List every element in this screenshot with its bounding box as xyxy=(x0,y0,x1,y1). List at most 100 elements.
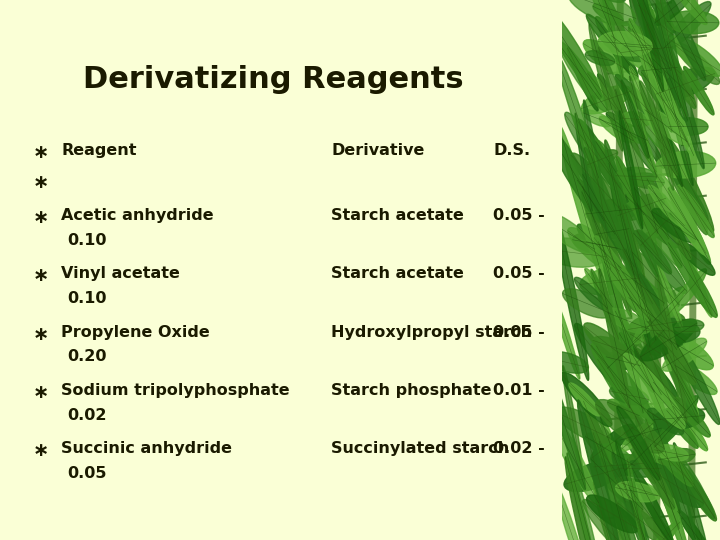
Ellipse shape xyxy=(630,173,665,188)
Ellipse shape xyxy=(618,264,677,352)
Ellipse shape xyxy=(540,397,598,504)
Ellipse shape xyxy=(631,0,670,71)
Ellipse shape xyxy=(654,396,698,449)
Ellipse shape xyxy=(585,51,615,65)
Ellipse shape xyxy=(621,478,660,501)
Ellipse shape xyxy=(667,409,698,448)
Ellipse shape xyxy=(676,461,716,521)
Ellipse shape xyxy=(588,150,618,168)
Text: Succinic anhydride: Succinic anhydride xyxy=(61,441,232,456)
Ellipse shape xyxy=(623,248,652,305)
Ellipse shape xyxy=(654,0,693,25)
Ellipse shape xyxy=(598,47,634,141)
Ellipse shape xyxy=(666,136,714,232)
Ellipse shape xyxy=(552,204,589,380)
Ellipse shape xyxy=(542,120,604,222)
Ellipse shape xyxy=(591,457,643,512)
Ellipse shape xyxy=(641,319,697,361)
Ellipse shape xyxy=(571,153,622,213)
Ellipse shape xyxy=(670,0,707,24)
Ellipse shape xyxy=(610,386,649,405)
Ellipse shape xyxy=(646,418,680,513)
Ellipse shape xyxy=(598,241,632,355)
Ellipse shape xyxy=(665,71,693,186)
Ellipse shape xyxy=(591,424,634,461)
Ellipse shape xyxy=(659,449,695,465)
Ellipse shape xyxy=(558,42,607,112)
Ellipse shape xyxy=(562,366,583,477)
Ellipse shape xyxy=(567,453,603,540)
Ellipse shape xyxy=(595,17,638,79)
Ellipse shape xyxy=(608,163,650,347)
Ellipse shape xyxy=(605,140,647,312)
Ellipse shape xyxy=(648,21,696,109)
Ellipse shape xyxy=(654,169,706,255)
Ellipse shape xyxy=(599,116,633,143)
Ellipse shape xyxy=(607,308,650,334)
Ellipse shape xyxy=(623,269,665,306)
Ellipse shape xyxy=(582,186,611,270)
Ellipse shape xyxy=(538,211,594,253)
Ellipse shape xyxy=(556,407,611,443)
Ellipse shape xyxy=(649,0,686,117)
Ellipse shape xyxy=(589,24,623,151)
Ellipse shape xyxy=(585,433,635,470)
Ellipse shape xyxy=(655,4,681,108)
Ellipse shape xyxy=(647,463,703,508)
Ellipse shape xyxy=(632,28,687,143)
Ellipse shape xyxy=(608,399,639,418)
Ellipse shape xyxy=(593,4,623,23)
Ellipse shape xyxy=(600,0,623,78)
Ellipse shape xyxy=(616,89,658,233)
Ellipse shape xyxy=(569,383,600,416)
Ellipse shape xyxy=(662,341,696,406)
Text: 0.10: 0.10 xyxy=(67,233,107,248)
Ellipse shape xyxy=(641,218,668,247)
Ellipse shape xyxy=(594,0,634,60)
Ellipse shape xyxy=(606,353,640,370)
Ellipse shape xyxy=(620,423,662,445)
Ellipse shape xyxy=(658,110,683,186)
Ellipse shape xyxy=(587,495,638,533)
Ellipse shape xyxy=(582,0,626,2)
Ellipse shape xyxy=(629,25,682,77)
Ellipse shape xyxy=(629,0,672,132)
Ellipse shape xyxy=(654,0,706,80)
Text: Vinyl acetate: Vinyl acetate xyxy=(61,266,180,281)
Text: Starch acetate: Starch acetate xyxy=(331,208,464,223)
Ellipse shape xyxy=(577,400,621,540)
Text: ∗: ∗ xyxy=(32,383,49,402)
Text: 0.20: 0.20 xyxy=(67,349,107,364)
Ellipse shape xyxy=(594,454,643,476)
Ellipse shape xyxy=(643,319,700,343)
Ellipse shape xyxy=(598,359,634,415)
Ellipse shape xyxy=(595,140,644,216)
Ellipse shape xyxy=(625,128,656,173)
Text: 0.05 -: 0.05 - xyxy=(493,266,545,281)
Ellipse shape xyxy=(657,329,714,370)
Ellipse shape xyxy=(661,148,708,235)
Text: 0.10: 0.10 xyxy=(67,291,107,306)
Text: Propylene Oxide: Propylene Oxide xyxy=(61,325,210,340)
Ellipse shape xyxy=(654,445,688,461)
Ellipse shape xyxy=(621,460,661,477)
Ellipse shape xyxy=(656,67,715,100)
Text: ∗: ∗ xyxy=(32,173,49,192)
Ellipse shape xyxy=(594,438,626,488)
Ellipse shape xyxy=(625,39,660,56)
Text: Derivatizing Reagents: Derivatizing Reagents xyxy=(84,65,464,94)
Ellipse shape xyxy=(622,23,672,72)
Ellipse shape xyxy=(562,372,612,427)
Ellipse shape xyxy=(636,349,670,429)
Ellipse shape xyxy=(616,482,657,502)
Ellipse shape xyxy=(618,193,666,221)
Ellipse shape xyxy=(660,91,689,147)
Ellipse shape xyxy=(572,233,617,254)
Ellipse shape xyxy=(667,11,719,33)
Ellipse shape xyxy=(642,334,678,421)
Ellipse shape xyxy=(632,250,679,307)
Text: Acetic anhydride: Acetic anhydride xyxy=(61,208,214,223)
Ellipse shape xyxy=(585,268,613,308)
Ellipse shape xyxy=(567,48,598,111)
Ellipse shape xyxy=(639,4,673,37)
